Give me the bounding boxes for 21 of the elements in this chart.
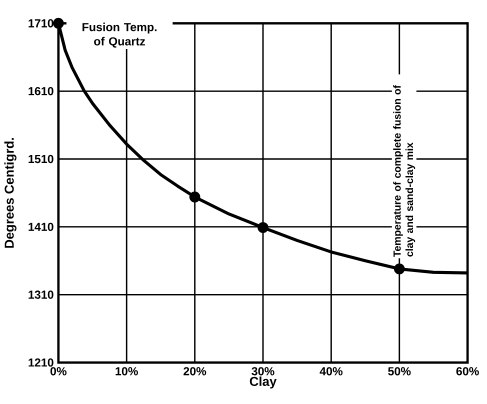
y-axis-title: Degrees Centigrd. <box>4 138 16 248</box>
x-tick-label: 60% <box>456 367 479 376</box>
x-tick-label: 40% <box>320 367 343 376</box>
y-tick-label: 1310 <box>28 290 54 299</box>
x-tick-label: 30% <box>252 367 274 376</box>
annotation: Temperature of complete fusion of clay and sand-clay mix <box>393 85 416 257</box>
x-tick-label: 20% <box>184 367 206 376</box>
y-tick-label: 1710 <box>28 19 54 28</box>
y-tick-label: 1410 <box>28 222 54 231</box>
x-tick-label: 10% <box>116 367 138 376</box>
x-tick-label: 0% <box>50 367 67 376</box>
x-axis-title: Clay <box>250 376 277 389</box>
y-tick-label: 1210 <box>28 358 54 367</box>
x-tick-label: 50% <box>388 367 411 376</box>
point <box>394 263 405 274</box>
point <box>258 222 268 233</box>
point <box>189 192 200 202</box>
annotation: Fusion Temp. of Quartz <box>82 22 157 48</box>
y-tick-label: 1510 <box>28 154 54 164</box>
point <box>52 18 64 29</box>
y-tick-label: 1610 <box>28 87 54 96</box>
